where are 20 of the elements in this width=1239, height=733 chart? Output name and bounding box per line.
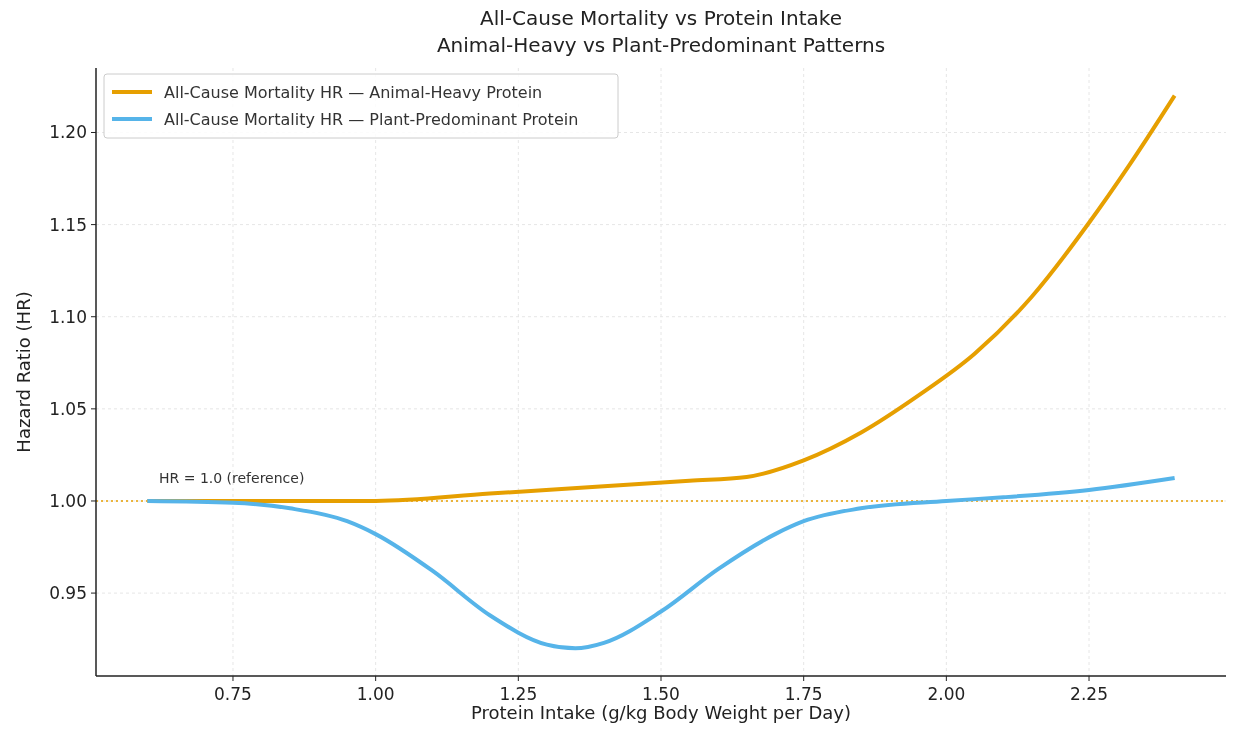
y-tick-label: 1.20: [49, 122, 87, 143]
y-tick-label: 1.00: [49, 490, 87, 511]
chart-subtitle: Animal-Heavy vs Plant-Predominant Patterns: [436, 33, 886, 57]
x-tick-label: 0.75: [214, 684, 252, 704]
y-tick-label: 1.10: [49, 306, 87, 327]
x-tick-label: 2.00: [927, 684, 966, 704]
x-tick-label: 1.50: [642, 684, 680, 704]
chart-title: All-Cause Mortality vs Protein Intake: [480, 6, 842, 30]
ref-line-label: HR = 1.0 (reference): [159, 469, 305, 486]
x-tick-label: 2.25: [1070, 684, 1108, 704]
x-axis-title: Protein Intake (g/kg Body Weight per Day): [470, 702, 852, 723]
x-tick-label: 1.75: [784, 684, 823, 704]
x-tick-label: 1.25: [499, 684, 538, 704]
x-tick-label: 1.00: [356, 684, 395, 704]
y-tick-label: 1.15: [49, 214, 87, 235]
y-tick-label: 0.95: [49, 583, 87, 604]
legend-label: All-Cause Mortality HR — Animal-Heavy Protein: [164, 83, 543, 102]
y-tick-label: 1.05: [49, 398, 87, 419]
y-axis-title: Hazard Ratio (HR): [13, 291, 34, 453]
legend-label: All-Cause Mortality HR — Plant-Predominant Protein: [164, 110, 579, 129]
